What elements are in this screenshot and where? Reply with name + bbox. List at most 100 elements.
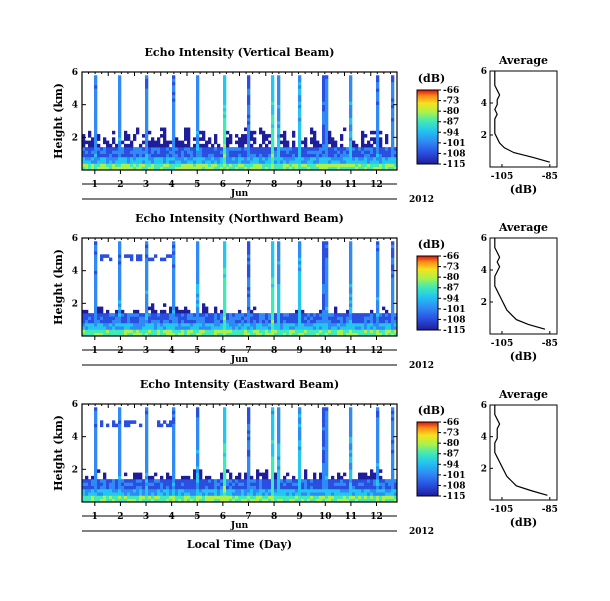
- heatmap-cell: [322, 260, 326, 265]
- heatmap-cell: [298, 156, 302, 161]
- heatmap-cell: [376, 433, 380, 437]
- colorbar-tick-label: -80: [443, 439, 459, 449]
- heatmap-cell: [241, 326, 245, 330]
- heatmap-cell: [271, 78, 275, 83]
- heatmap-cell: [139, 479, 143, 483]
- heatmap-cell: [331, 479, 335, 483]
- heatmap-cell: [391, 472, 395, 477]
- heatmap-cell: [322, 241, 326, 245]
- heatmap-cell: [163, 482, 167, 486]
- heatmap-cell: [265, 143, 269, 148]
- heatmap-cell: [298, 459, 302, 464]
- heatmap-cell: [106, 322, 110, 327]
- heatmap-cell: [97, 313, 101, 317]
- heatmap-cell: [376, 98, 380, 102]
- heatmap-cell: [178, 492, 182, 496]
- heatmap-cell: [160, 160, 164, 164]
- heatmap-cell: [121, 313, 125, 317]
- heatmap-cell: [175, 316, 179, 320]
- heatmap-cell: [127, 153, 131, 158]
- heatmap-cell: [220, 150, 224, 154]
- heatmap-cell: [178, 166, 182, 171]
- heatmap-cell: [391, 264, 395, 268]
- heatmap-cell: [142, 156, 146, 161]
- heatmap-cell: [211, 498, 215, 503]
- heatmap-cell: [313, 137, 317, 141]
- heatmap-cell: [301, 150, 305, 154]
- heatmap-cells: [82, 241, 398, 337]
- heatmap-cell: [160, 319, 164, 324]
- average-profile-line: [494, 238, 546, 330]
- heatmap-cell: [124, 482, 128, 486]
- heatmap-cell: [349, 329, 353, 334]
- heatmap-cell: [277, 488, 281, 493]
- heatmap-cell: [172, 449, 176, 454]
- heatmap-cell: [388, 479, 392, 483]
- heatmap-cell: [235, 332, 239, 337]
- heatmap-cell: [247, 287, 251, 291]
- heatmap-cell: [376, 121, 380, 125]
- heatmap-cell: [184, 309, 188, 314]
- heatmap-cell: [268, 153, 272, 158]
- heatmap-cell: [298, 88, 302, 92]
- heatmap-cell: [127, 134, 131, 138]
- heatmap-cell: [301, 498, 305, 503]
- heatmap-cell: [298, 244, 302, 249]
- heatmap-cell: [361, 163, 365, 168]
- heatmap-cell: [256, 469, 260, 473]
- heatmap-cell: [169, 254, 173, 258]
- heatmap-cell: [181, 495, 185, 500]
- heatmap-cell: [196, 127, 200, 132]
- heatmap-cell: [118, 160, 122, 164]
- heatmap-cell: [313, 153, 317, 158]
- heatmap-cell: [217, 316, 221, 320]
- heatmap-cell: [322, 75, 326, 79]
- heatmap-cell: [271, 140, 275, 145]
- heatmap-cell: [112, 485, 116, 490]
- heatmap-cell: [394, 326, 398, 330]
- heatmap-cell: [253, 479, 257, 483]
- heatmap-cell: [115, 153, 119, 158]
- heatmap-cell: [223, 280, 227, 285]
- heatmap-cell: [334, 163, 338, 168]
- heatmap-cell: [391, 143, 395, 148]
- heatmap-cell: [103, 485, 107, 490]
- heatmap-cell: [100, 309, 104, 314]
- heatmap-cell: [253, 313, 257, 317]
- heatmap-cell: [322, 140, 326, 145]
- heatmap-cell: [214, 498, 218, 503]
- heatmap-cell: [166, 143, 170, 148]
- heatmap-cell: [352, 153, 356, 158]
- heatmap-cell: [253, 482, 257, 486]
- heatmap-cell: [172, 293, 176, 298]
- heatmap-cell: [196, 273, 200, 278]
- heatmap-cell: [292, 482, 296, 486]
- heatmap-cell: [259, 479, 263, 483]
- heatmap-cell: [280, 482, 284, 486]
- heatmap-cell: [109, 156, 113, 161]
- heatmap-cell: [142, 482, 146, 486]
- heatmap-cell: [241, 313, 245, 317]
- heatmap-cell: [100, 163, 104, 168]
- colorbar-title: (dB): [418, 72, 445, 85]
- heatmap-cell: [148, 150, 152, 154]
- heatmap-cell: [232, 479, 236, 483]
- heatmap-cell: [163, 326, 167, 330]
- heatmap-cell: [238, 319, 242, 324]
- heatmap-cell: [337, 482, 341, 486]
- heatmap-cell: [172, 316, 176, 320]
- heatmap-cell: [361, 482, 365, 486]
- heatmap-cell: [262, 137, 266, 141]
- heatmap-cell: [376, 143, 380, 148]
- heatmap-cell: [349, 107, 353, 112]
- heatmap-cell: [202, 329, 206, 334]
- heatmap-cell: [391, 244, 395, 249]
- heatmap-cell: [271, 114, 275, 119]
- heatmap-cell: [112, 488, 116, 493]
- heatmap-cell: [253, 488, 257, 493]
- heatmap-cell: [271, 326, 275, 330]
- heatmap-cell: [139, 150, 143, 154]
- heatmap-cell: [175, 309, 179, 314]
- heatmap-cell: [349, 124, 353, 128]
- heatmap-cell: [214, 134, 218, 138]
